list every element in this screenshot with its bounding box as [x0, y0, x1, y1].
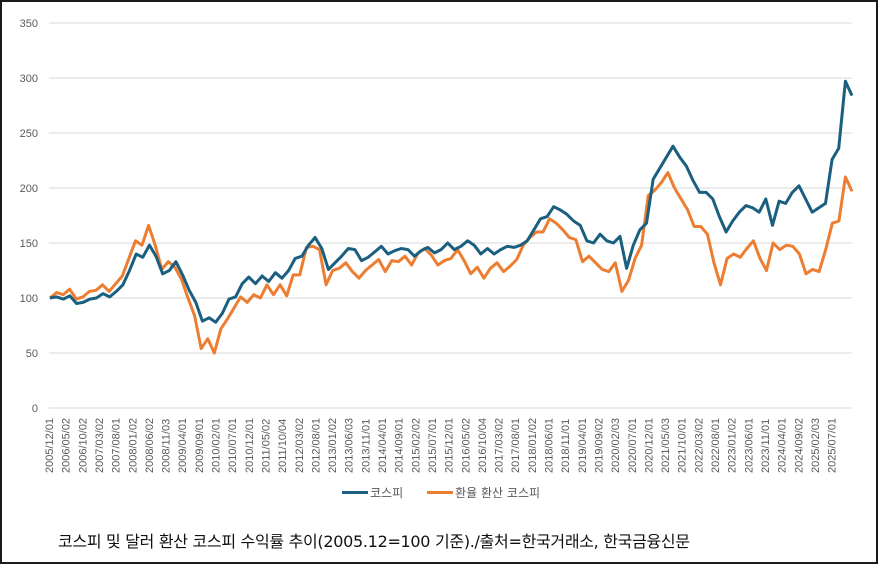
x-tick-label: 2009/04/01 [177, 418, 189, 473]
chart-caption: 코스피 및 달러 환산 코스피 수익률 추이(2005.12=100 기준)./… [58, 532, 690, 551]
x-tick-label: 2019/09/02 [593, 418, 605, 473]
x-tick-label: 2020/02/03 [610, 418, 622, 473]
x-tick-label: 2023/11/01 [760, 419, 772, 473]
x-tick-label: 2005/12/01 [44, 418, 56, 473]
y-tick-label: 150 [20, 238, 38, 250]
x-tick-label: 2009/09/01 [194, 418, 206, 473]
x-tick-label: 2018/11/01 [560, 419, 572, 473]
y-axis-ticks: 0 50 100 150 200 250 300 350 [20, 18, 38, 415]
x-tick-label: 2008/01/02 [127, 418, 139, 473]
x-tick-label: 2025/07/01 [827, 418, 839, 473]
data-series [49, 79, 854, 355]
x-tick-label: 2014/04/01 [377, 418, 389, 473]
x-tick-label: 2013/06/03 [344, 418, 356, 473]
x-tick-label: 2015/12/01 [444, 418, 456, 473]
x-tick-label: 2015/07/01 [427, 418, 439, 473]
legend-label-kospi: 코스피 [370, 486, 404, 500]
x-tick-label: 2011/10/04 [277, 419, 289, 473]
legend-item-kospi: 코스피 [342, 484, 403, 501]
x-tick-label: 2011/05/02 [260, 419, 272, 473]
x-tick-label: 2023/01/02 [727, 418, 739, 473]
y-tick-label: 50 [26, 348, 38, 360]
legend-label-fx-kospi: 환율 환산 코스피 [455, 486, 541, 500]
y-tick-label: 200 [20, 183, 38, 195]
x-tick-label: 2023/06/01 [743, 418, 755, 473]
legend-item-fx-kospi: 환율 환산 코스피 [427, 484, 540, 501]
x-tick-label: 2017/03/02 [494, 418, 506, 473]
x-tick-label: 2010/07/01 [227, 418, 239, 473]
x-tick-label: 2013/11/01 [360, 419, 372, 473]
x-axis-ticks: 2005/12/01 2006/05/02 2006/10/02 2007/03/02… [44, 418, 839, 473]
x-tick-label: 2006/05/02 [61, 418, 73, 473]
y-tick-label: 100 [20, 293, 38, 305]
x-tick-label: 2025/02/03 [810, 418, 822, 473]
x-tick-label: 2015/02/02 [410, 418, 422, 473]
x-tick-label: 2017/08/01 [510, 418, 522, 473]
x-tick-label: 2019/04/01 [577, 418, 589, 473]
x-tick-label: 2020/12/01 [643, 418, 655, 473]
x-tick-label: 2006/10/02 [77, 418, 89, 473]
x-tick-label: 2024/04/01 [777, 418, 789, 473]
gridlines [49, 22, 852, 409]
x-tick-label: 2016/10/04 [477, 418, 489, 473]
x-tick-label: 2007/08/01 [111, 418, 123, 473]
y-tick-label: 0 [32, 403, 38, 415]
x-tick-label: 2021/10/01 [677, 418, 689, 473]
x-tick-label: 2018/06/01 [544, 418, 556, 473]
series-line [49, 79, 854, 324]
x-tick-label: 2014/09/01 [394, 418, 406, 473]
x-tick-label: 2012/08/01 [310, 418, 322, 473]
x-tick-label: 2013/01/02 [327, 418, 339, 473]
x-tick-label: 2007/03/02 [94, 418, 106, 473]
x-tick-label: 2012/03/02 [294, 418, 306, 473]
x-tick-label: 2008/06/02 [144, 418, 156, 473]
series-line [49, 171, 854, 355]
legend: 코스피 환율 환산 코스피 [342, 484, 558, 501]
x-tick-label: 2021/05/03 [660, 418, 672, 473]
x-tick-label: 2010/02/01 [211, 418, 223, 473]
legend-swatch-fx-kospi [427, 491, 454, 494]
y-tick-label: 350 [20, 18, 38, 30]
y-tick-label: 300 [20, 73, 38, 85]
x-tick-label: 2008/11/03 [161, 419, 173, 473]
x-tick-label: 2024/09/02 [793, 418, 805, 473]
x-tick-label: 2022/08/01 [710, 418, 722, 473]
x-tick-label: 2022/03/02 [693, 418, 705, 473]
x-tick-label: 2016/05/02 [460, 418, 472, 473]
legend-swatch-kospi [342, 491, 368, 494]
x-tick-label: 2020/07/01 [627, 418, 639, 473]
y-tick-label: 250 [20, 128, 38, 140]
x-tick-label: 2018/01/02 [527, 418, 539, 473]
x-tick-label: 2010/12/01 [244, 418, 256, 473]
